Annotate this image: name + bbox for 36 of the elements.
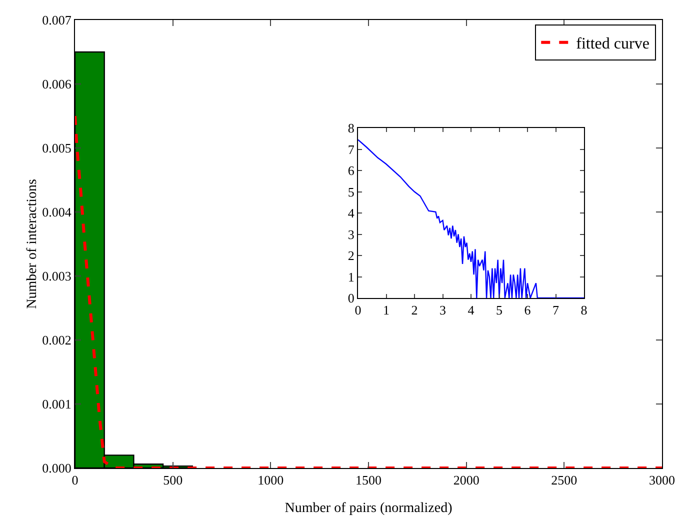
x-tick-label: 5 <box>496 302 502 318</box>
x-axis-title: Number of pairs (normalized) <box>284 501 453 516</box>
line-series <box>358 139 584 298</box>
y-tick-label: 6 <box>348 163 355 178</box>
y-tick-label: 0 <box>348 290 354 306</box>
y-tick-label: 0.007 <box>42 12 72 28</box>
y-tick-label: 0.003 <box>42 268 72 284</box>
y-tick-label: 2 <box>348 248 354 264</box>
x-tick-label: 500 <box>163 472 183 488</box>
legend-label: fitted curve <box>576 36 650 53</box>
y-tick-label: 3 <box>348 226 354 242</box>
y-tick-label: 0.002 <box>42 332 72 348</box>
y-axis-title: Number of interactions <box>25 179 40 309</box>
x-tick-label: 2 <box>411 302 418 318</box>
x-tick-label: 1500 <box>356 472 382 488</box>
x-tick-label: 1000 <box>258 472 284 488</box>
x-tick-label: 6 <box>524 302 532 318</box>
x-tick-label: 2000 <box>453 472 480 488</box>
y-tick-label: 0.001 <box>42 396 72 412</box>
x-tick-label: 2500 <box>551 472 578 488</box>
y-tick-label: 0.000 <box>42 460 72 476</box>
line-series <box>75 114 662 468</box>
y-tick-label: 4 <box>348 206 355 221</box>
x-tick-label: 8 <box>580 302 588 318</box>
y-tick-label: 5 <box>348 184 354 200</box>
y-tick-label: 1 <box>348 269 354 284</box>
y-tick-label: 0.005 <box>42 140 72 156</box>
y-tick-label: 8 <box>348 120 354 136</box>
y-tick-label: 0.004 <box>42 204 72 220</box>
x-tick-label: 7 <box>552 302 560 318</box>
x-tick-label: 4 <box>468 302 475 318</box>
x-tick-label: 3 <box>440 302 446 318</box>
y-tick-label: 7 <box>348 142 355 157</box>
x-tick-label: 1 <box>383 302 390 318</box>
x-tick-label: 3000 <box>649 472 675 488</box>
y-tick-label: 0.006 <box>42 76 72 92</box>
